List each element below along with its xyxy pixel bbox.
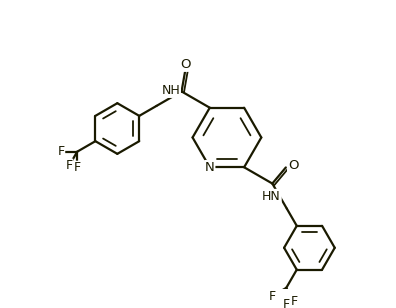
Text: HN: HN [262,189,281,203]
Text: F: F [74,161,81,174]
Text: F: F [291,295,298,308]
Text: O: O [180,58,190,71]
Text: F: F [57,145,65,158]
Text: N: N [205,161,215,174]
Text: F: F [65,159,72,172]
Text: F: F [268,290,276,302]
Text: NH: NH [162,84,180,97]
Text: F: F [283,298,290,308]
Text: O: O [288,159,298,172]
